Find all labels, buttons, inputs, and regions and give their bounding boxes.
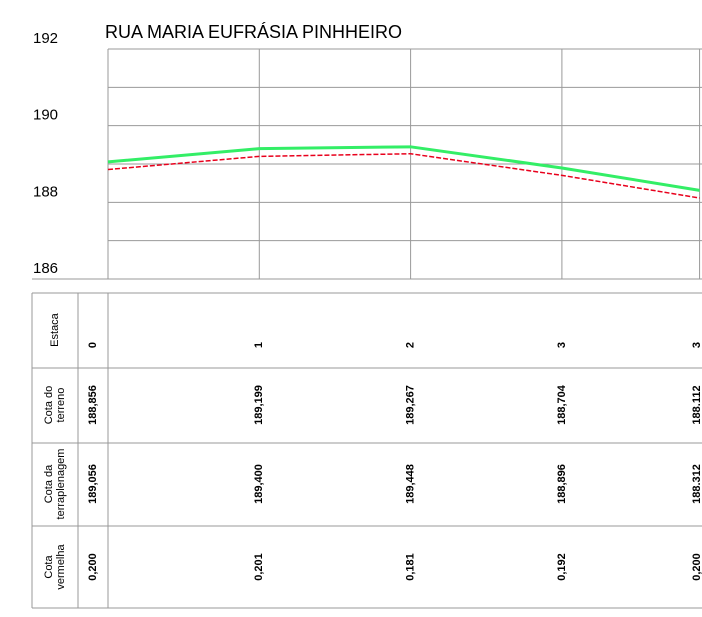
chart-title: RUA MARIA EUFRÁSIA PINHHEIRO [105,22,402,42]
value-label: 189,267 [405,385,417,425]
value-label: 188,896 [556,464,568,504]
table-cell: 0,200 [87,553,99,581]
value-label: 188,704 [556,384,568,425]
table-cell: 0,201 [253,553,265,581]
table-cell: 0,200 [691,553,702,581]
x-tick-label: 0 [87,342,99,348]
x-tick-label: 3 [691,342,702,348]
table-cell: 0,192 [556,553,568,581]
value-label: 188.112 [691,385,702,424]
row-label: Cota doterreno [43,386,67,425]
y-tick-label: 192 [33,30,58,47]
x-tick-label: 1 [253,342,265,348]
y-tick-label: 188 [33,183,58,200]
row-label: Estaca [49,312,61,347]
value-label: 189,400 [253,464,265,504]
x-tick-label: 3 [556,342,568,348]
value-label: 189,056 [87,464,99,504]
profile-line [107,145,700,192]
x-tick-label: 2 [405,342,417,348]
value-label: 188,856 [87,385,99,425]
y-tick-label: 186 [33,260,58,277]
row-label: Cotavermelha [43,544,67,590]
table-cell: 0,181 [405,553,417,581]
row-label: Cota daterraplenagem [43,449,67,520]
profile-line [107,153,700,199]
value-label: 188.312 [691,464,702,504]
y-tick-label: 190 [33,107,58,124]
value-label: 189,199 [253,385,265,425]
value-label: 189,448 [405,464,417,504]
